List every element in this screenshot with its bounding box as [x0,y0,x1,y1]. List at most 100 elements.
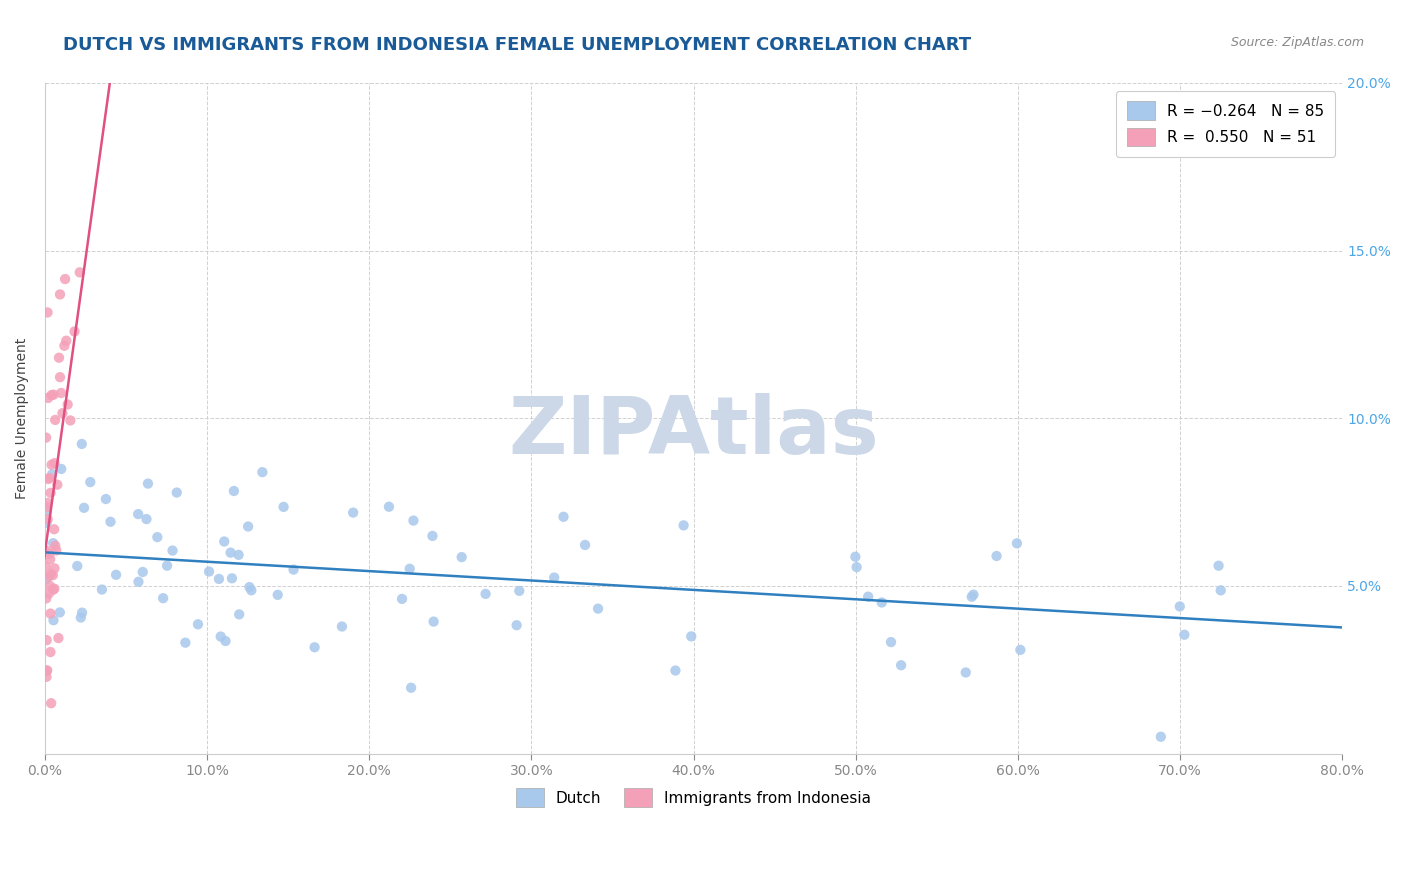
Point [1010,643,1032,657]
Point [38,471,60,485]
Point [450,550,472,565]
Point [41,388,63,402]
Point [187,617,209,632]
Point [228,548,250,562]
Point [219,546,242,560]
Point [39,552,62,566]
Point [37,496,59,510]
Point [49,606,72,620]
Point [342,506,364,520]
Point [35,664,58,678]
Point [391,591,413,606]
Point [56,397,79,411]
Point [39,567,62,582]
Point [100,515,122,529]
Text: Source: ZipAtlas.com: Source: ZipAtlas.com [1230,36,1364,49]
Point [55,334,77,348]
Point [212,534,235,549]
Point [228,607,250,622]
Point [38,547,60,561]
Point [152,591,174,606]
Point [870,595,893,609]
Point [132,565,155,579]
Point [41,458,63,472]
Point [174,635,197,649]
Point [672,518,695,533]
Point [49,370,72,384]
Point [63,325,86,339]
Point [39,696,62,710]
Point [37,391,59,405]
Point [146,530,169,544]
Point [48,351,70,365]
Point [35,500,58,515]
Point [79,475,101,489]
Point [48,631,70,645]
Point [39,486,62,500]
Point [236,519,259,533]
Point [955,665,977,680]
Point [252,465,274,479]
Point [378,500,401,514]
Point [1005,536,1028,550]
Point [42,536,65,550]
Legend: Dutch, Immigrants from Indonesia: Dutch, Immigrants from Indonesia [510,782,877,813]
Point [105,567,128,582]
Point [1168,599,1191,614]
Point [209,630,232,644]
Point [574,538,596,552]
Point [856,590,879,604]
Point [38,579,60,593]
Point [214,634,236,648]
Point [240,583,263,598]
Point [962,588,984,602]
Point [238,580,260,594]
Point [422,615,444,629]
Point [880,635,903,649]
Point [208,572,231,586]
Point [505,618,527,632]
Point [37,512,59,526]
Point [127,507,149,521]
Point [38,569,60,583]
Point [37,664,59,678]
Point [35,633,58,648]
Point [1209,583,1232,598]
Point [273,500,295,514]
Point [127,574,149,589]
Point [59,413,82,427]
Point [221,571,243,585]
Point [156,558,179,573]
Point [42,582,65,597]
Point [681,629,703,643]
Point [844,549,866,564]
Point [39,645,62,659]
Point [35,591,58,606]
Point [35,670,58,684]
Point [35,431,58,445]
Point [51,462,73,476]
Point [35,572,58,586]
Point [70,606,93,620]
Text: DUTCH VS IMMIGRANTS FROM INDONESIA FEMALE UNEMPLOYMENT CORRELATION CHART: DUTCH VS IMMIGRANTS FROM INDONESIA FEMAL… [63,36,972,54]
Point [90,582,112,597]
Point [135,512,157,526]
Point [474,587,496,601]
Point [44,456,66,470]
Point [845,560,868,574]
Point [41,467,63,482]
Point [66,559,89,574]
Point [304,640,326,655]
Point [664,664,686,678]
Point [53,272,76,286]
Point [70,437,93,451]
Point [960,590,983,604]
Point [166,485,188,500]
Point [543,570,565,584]
Point [44,522,66,536]
Point [42,568,65,582]
Point [69,265,91,279]
Point [986,549,1008,563]
Point [39,607,62,621]
Point [422,529,444,543]
